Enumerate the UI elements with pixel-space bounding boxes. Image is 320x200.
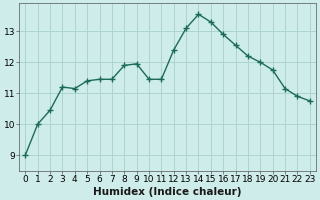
X-axis label: Humidex (Indice chaleur): Humidex (Indice chaleur): [93, 187, 242, 197]
